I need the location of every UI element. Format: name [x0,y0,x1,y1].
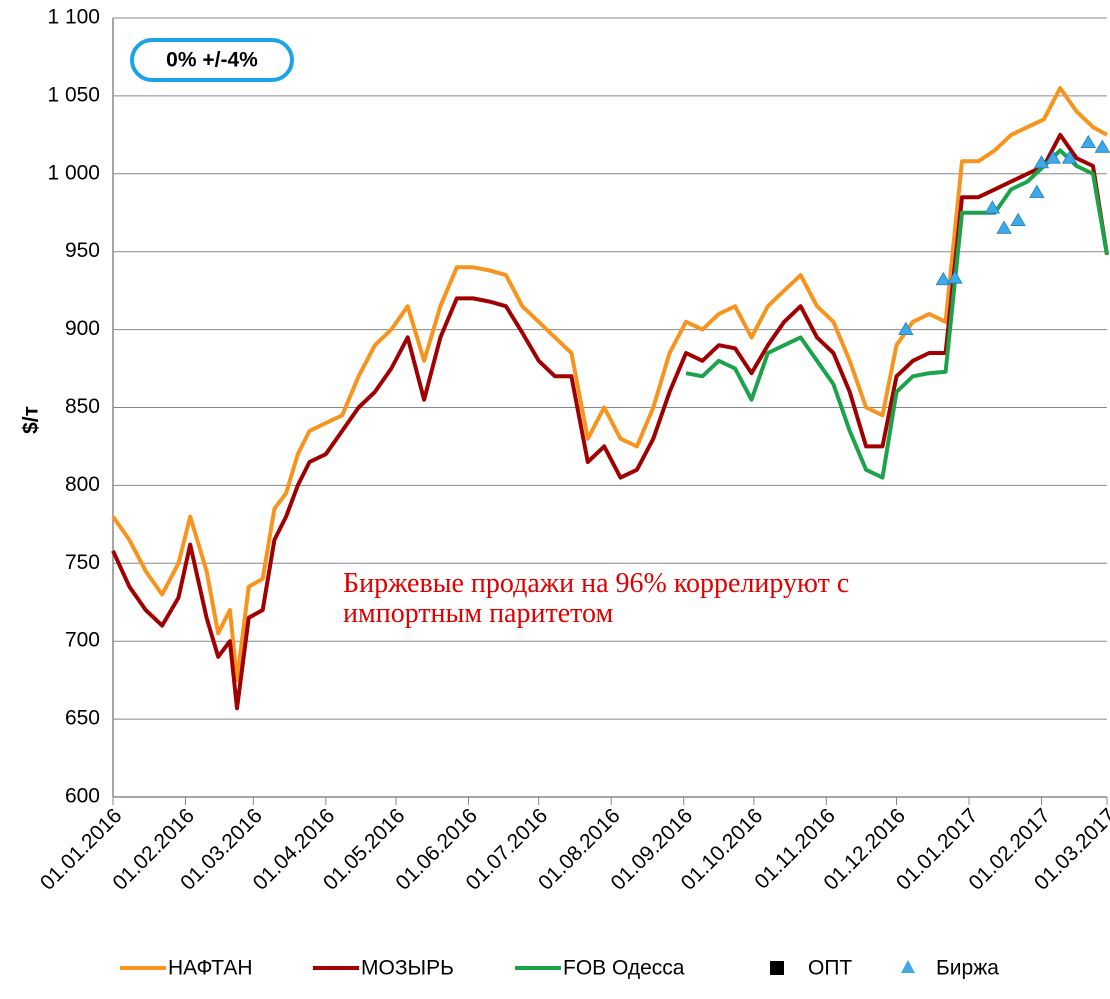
y-tick-label: 750 [65,551,100,574]
point [935,271,951,286]
y-axis-label: $/т [20,406,43,434]
series-line [111,86,1108,683]
point [984,200,1001,214]
series-line [685,148,1109,480]
y-tick-label: 1 100 [47,6,100,29]
point [898,321,914,335]
point [1010,212,1026,226]
y-tick-label: 1 050 [47,83,100,106]
y-tick-label: 900 [65,317,100,340]
point [947,270,963,284]
badge-box [130,38,294,82]
y-tick-label: 850 [65,395,100,418]
y-tick-label: 700 [65,629,100,652]
point [1033,155,1050,169]
y-tick-label: 1 000 [47,161,100,184]
y-tick-label: 650 [65,707,100,730]
point [1094,139,1110,153]
plot [111,86,1110,711]
legend-label: Биржа [936,957,999,980]
point [1029,184,1045,198]
point [996,220,1012,234]
y-tick-label: 950 [65,239,100,262]
point [1061,150,1078,164]
y-tick-label: 600 [65,785,100,808]
legend: НАФТАН МОЗЫРЬ FOB Одесса ОПТ Биржа [120,957,999,980]
series-line [111,132,1109,711]
legend-label: МОЗЫРЬ [361,957,454,980]
annotation: Биржевые продажи на 96% коррелируют с имп… [343,568,849,629]
point [1045,150,1061,164]
legend-swatch [901,960,915,973]
legend-label: НАФТАН [168,957,253,980]
legend-label: FOB Одесса [563,957,685,980]
y-tick-label: 800 [65,473,100,496]
point [1080,134,1096,149]
grid [112,17,1108,805]
legend-label: ОПТ [808,957,852,980]
legend-swatch [770,961,784,975]
badge: 0% +/-4% [166,49,258,72]
